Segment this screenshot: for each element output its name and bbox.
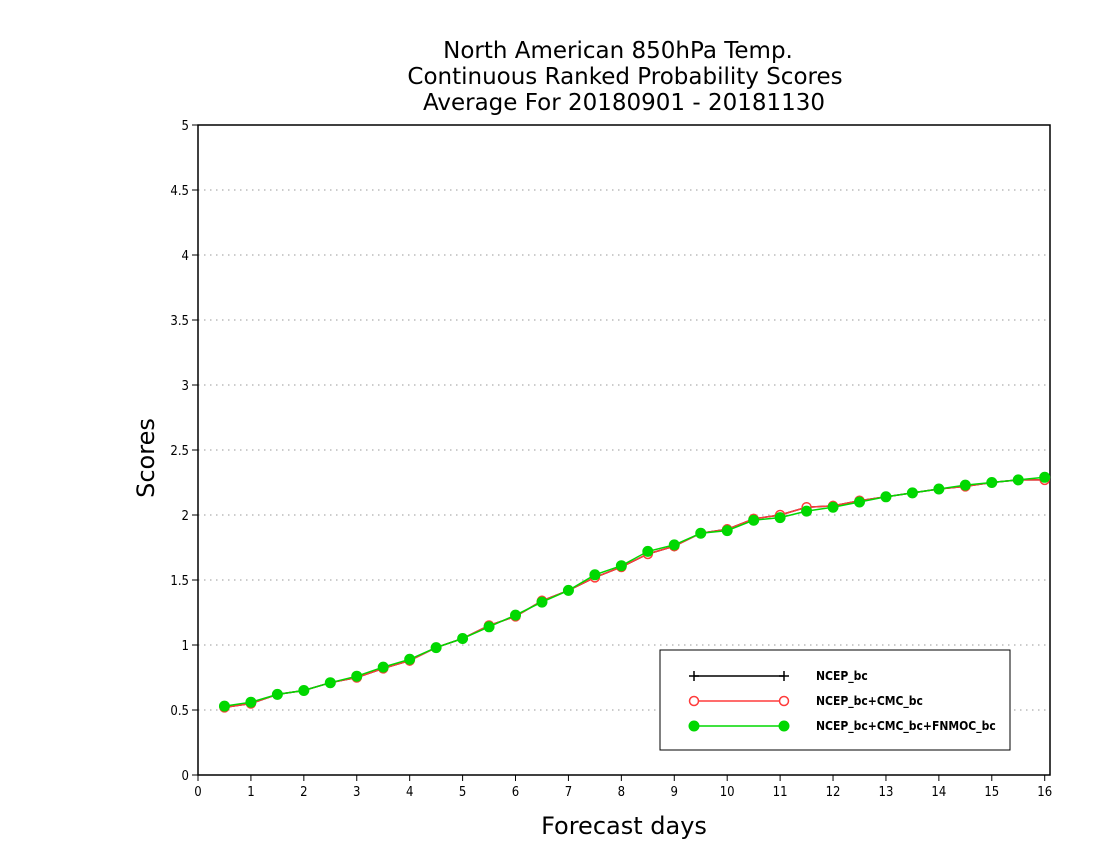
filled-circle-marker [351,670,363,682]
filled-circle-marker [218,700,230,712]
filled-circle-marker [801,505,813,517]
x-tick-label: 4 [406,785,413,800]
series-ncep-bc-cmc-bc-fnmoc-bc [218,471,1051,712]
chart-title-line-2: Continuous Ranked Probability Scores [407,64,842,90]
filled-circle-marker [589,569,601,581]
chart-title-line-1: North American 850hPa Temp. [443,38,793,64]
series-layer [218,471,1051,713]
y-tick-label: 1.5 [170,574,189,589]
horizontal-gridlines [198,189,1050,711]
filled-circle-marker [298,685,310,696]
filled-circle-marker [1012,474,1024,486]
plus-marker [779,671,789,681]
x-tick-label: 5 [459,785,466,800]
filled-circle-marker [536,596,548,608]
filled-circle-marker [457,633,469,644]
y-tick-label: 3 [182,379,189,394]
filled-circle-marker [933,483,945,495]
x-tick-label: 8 [618,785,625,800]
legend-label: NCEP_bc [816,669,868,684]
filled-circle-marker [986,477,998,488]
x-tick-label: 13 [879,785,894,800]
y-tick-label: 5 [182,119,189,134]
y-tick-label: 4 [182,249,189,264]
filled-circle-marker [615,560,627,572]
x-tick-label: 16 [1037,785,1052,800]
x-tick-label: 0 [194,785,201,800]
filled-circle-marker [959,479,971,491]
filled-circle-marker [906,487,918,499]
open-circle-marker [778,695,790,707]
chart-title-line-3: Average For 20180901 - 20181130 [423,90,825,116]
x-axis-ticks: 0 1 2 3 4 5 6 7 8 9 10 11 12 13 14 15 16 [194,775,1052,800]
x-tick-label: 1 [247,785,254,800]
filled-circle-marker [853,496,865,508]
y-tick-label: 3.5 [170,314,189,329]
filled-circle-marker [748,514,760,526]
x-tick-label: 6 [512,785,519,800]
filled-circle-marker [483,621,495,633]
legend-label: NCEP_bc+CMC_bc [816,694,923,709]
x-tick-label: 7 [565,785,572,800]
legend: NCEP_bc NCEP_bc+CMC_bc NCEP_bc+CMC_bc+FNMO… [659,649,1011,751]
filled-circle-marker [324,677,336,689]
x-tick-label: 2 [300,785,307,800]
x-axis-label: Forecast days [541,812,707,840]
filled-circle-marker [695,527,707,539]
legend-label: NCEP_bc+CMC_bc+FNMOC_bc [816,719,996,734]
y-axis-label: Scores [132,418,160,498]
y-tick-label: 2 [182,509,189,524]
y-tick-label: 0.5 [170,704,189,719]
x-tick-label: 3 [353,785,360,800]
filled-circle-marker [510,609,522,621]
y-axis-ticks: 0 0.5 1 1.5 2 2.5 3 3.5 4 4.5 5 [170,119,198,784]
filled-circle-marker [668,539,680,551]
x-tick-label: 12 [826,785,841,800]
filled-circle-marker [245,696,257,708]
filled-circle-marker [1039,471,1051,483]
filled-circle-marker [271,688,283,700]
filled-circle-marker [721,525,733,537]
filled-circle-marker [778,720,790,732]
legend-item: NCEP_bc [689,669,868,684]
filled-circle-marker [562,584,574,596]
filled-circle-marker [688,720,700,732]
x-tick-label: 14 [931,785,946,800]
x-tick-label: 10 [720,785,735,800]
legend-item: NCEP_bc+CMC_bc+FNMOC_bc [688,719,996,734]
legend-item: NCEP_bc+CMC_bc [688,694,923,709]
x-tick-label: 11 [773,785,788,800]
filled-circle-marker [642,545,654,557]
open-circle-marker [688,695,700,707]
x-tick-label: 9 [671,785,678,800]
filled-circle-marker [377,661,389,673]
y-tick-label: 2.5 [170,444,189,459]
plus-marker [689,671,699,681]
y-tick-label: 0 [182,769,189,784]
x-tick-label: 15 [984,785,999,800]
filled-circle-marker [404,653,416,665]
filled-circle-marker [880,491,892,503]
legend-box [659,649,1011,751]
filled-circle-marker [827,501,839,513]
y-tick-label: 4.5 [170,184,189,199]
filled-circle-marker [774,512,786,524]
filled-circle-marker [430,642,442,654]
y-tick-label: 1 [182,639,189,654]
